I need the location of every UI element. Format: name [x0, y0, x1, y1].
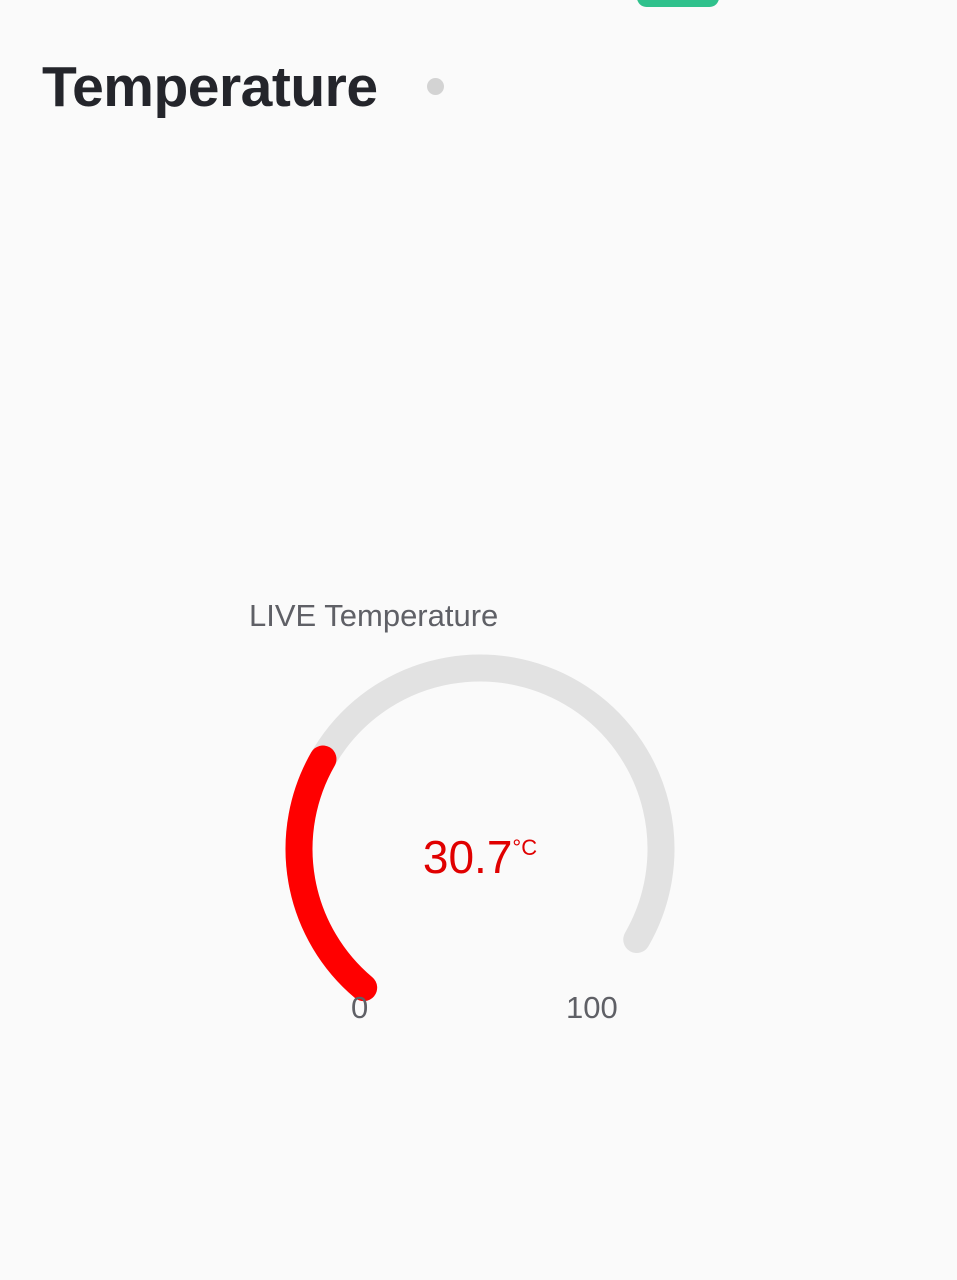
- gauge-value-unit: °C: [512, 835, 538, 860]
- gauge-fill-arc: [285, 745, 378, 1002]
- gauge-min-label: 0: [351, 990, 369, 1025]
- connection-status-dot: [427, 78, 444, 95]
- status-pill: [637, 0, 719, 7]
- gauge-value-number: 30.7: [422, 831, 513, 883]
- gauge-max-label: 100: [566, 990, 618, 1025]
- gauge-svg: [285, 654, 675, 1002]
- temperature-gauge: LIVE Temperature 30.7°C 0 100: [240, 590, 720, 1050]
- gauge-title: LIVE Temperature: [249, 598, 499, 633]
- gauge-value: 30.7°C: [240, 820, 720, 897]
- page-title: Temperature: [42, 55, 378, 119]
